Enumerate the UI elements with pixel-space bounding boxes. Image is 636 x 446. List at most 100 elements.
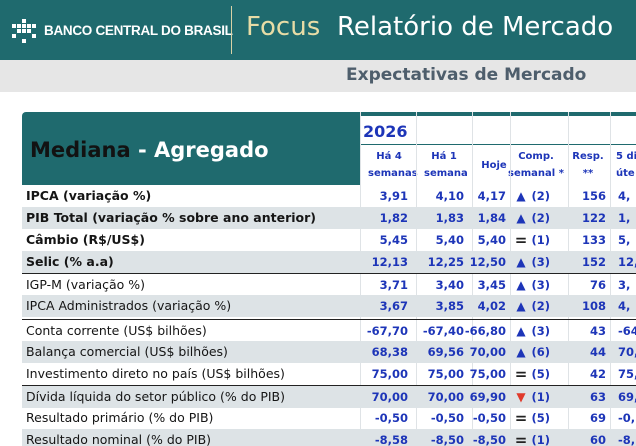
col-divider <box>510 112 511 446</box>
cell-ha4: 5,45 <box>379 233 408 247</box>
subtitle-bar: Expectativas de Mercado <box>0 60 636 92</box>
table-row[interactable]: Conta corrente (US$ bilhões) -67,70 -67,40… <box>22 319 636 342</box>
table-row[interactable]: Câmbio (R$/US$) 5,45 5,40 5,40 = (1) 133 5, <box>22 229 636 251</box>
col-divider <box>610 112 611 446</box>
cell-comp-count: (3) <box>531 278 550 292</box>
arrow-up-icon: ▲ <box>516 189 526 203</box>
bcb-logo[interactable]: BANCO CENTRAL DO BRASIL <box>10 15 233 45</box>
equal-icon: = <box>514 431 528 446</box>
year-underline <box>360 144 636 145</box>
col-hoje-header: Hoje <box>481 160 507 171</box>
cell-resp: 60 <box>589 433 606 446</box>
cell-resp: 43 <box>589 324 606 338</box>
arrow-up-icon: ▲ <box>516 345 526 359</box>
equal-icon: = <box>514 409 528 427</box>
row-label: IPCA (variação %) <box>26 188 152 203</box>
cell-ha1: 70,00 <box>427 390 464 404</box>
table-row[interactable]: Selic (% a.a) 12,13 12,25 12,50 ▲ (3) 152 12, <box>22 251 636 273</box>
cell-ha1: -0,50 <box>430 411 464 425</box>
table-row[interactable]: IPCA (variação %) 3,91 4,10 4,17 ▲ (2) 156 4, <box>22 185 636 207</box>
table-row[interactable]: IGP-M (variação %) 3,71 3,40 3,45 ▲ (3) 76 3, <box>22 273 636 296</box>
cell-ha1: -67,40 <box>422 324 464 338</box>
cell-5dias: 3, <box>618 278 631 292</box>
top-header: BANCO CENTRAL DO BRASIL Focus Relatório … <box>0 0 636 60</box>
row-label: Resultado primário (% do PIB) <box>26 410 214 425</box>
table-row[interactable]: IPCA Administrados (variação %) 3,67 3,85 4… <box>22 295 636 317</box>
cell-ha4: -0,50 <box>374 411 408 425</box>
col-divider <box>360 112 361 446</box>
page-subtitle: Expectativas de Mercado <box>346 65 587 85</box>
cell-ha4: -8,58 <box>374 433 408 446</box>
cell-ha1: 1,83 <box>435 211 464 225</box>
title-median: Mediana <box>30 138 131 162</box>
table-row[interactable]: Dívida líquida do setor público (% do PI… <box>22 385 636 408</box>
cell-comp-count: (3) <box>531 255 550 269</box>
cell-resp: 76 <box>589 278 606 292</box>
cell-resp: 63 <box>589 390 606 404</box>
row-label: Selic (% a.a) <box>26 254 114 269</box>
row-label: IPCA Administrados (variação %) <box>26 298 232 313</box>
cell-5dias: 12, <box>618 255 636 269</box>
row-label: Câmbio (R$/US$) <box>26 232 145 247</box>
row-label: Resultado nominal (% do PIB) <box>26 432 212 446</box>
cell-5dias: 1, <box>618 211 631 225</box>
report-title: Relatório de Mercado <box>337 12 614 42</box>
table-row[interactable]: PIB Total (variação % sobre ano anterior… <box>22 207 636 229</box>
table-row[interactable]: Investimento direto no país (US$ bilhões… <box>22 363 636 385</box>
product-name: Focus <box>246 12 321 42</box>
table-row[interactable]: Resultado nominal (% do PIB) -8,58 -8,50 -8… <box>22 429 636 446</box>
title-aggregate: Agregado <box>154 138 269 162</box>
bcb-logo-icon <box>12 19 36 43</box>
row-label: Dívida líquida do setor público (% do PI… <box>26 389 285 404</box>
expectations-table: Mediana - Agregado 2026 Há 4 semanas Há 1… <box>22 112 636 446</box>
cell-comp-count: (2) <box>531 189 550 203</box>
cell-ha4: 12,13 <box>371 255 408 269</box>
cell-resp: 44 <box>589 345 606 359</box>
cell-comp-count: (5) <box>531 367 550 381</box>
cell-hoje: 1,84 <box>477 211 506 225</box>
cell-comp-count: (5) <box>531 411 550 425</box>
cell-ha4: 75,00 <box>371 367 408 381</box>
cell-ha4: 68,38 <box>371 345 408 359</box>
cell-ha4: 70,00 <box>371 390 408 404</box>
row-label: Balança comercial (US$ bilhões) <box>26 344 228 359</box>
cell-hoje: -8,50 <box>472 433 506 446</box>
cell-comp-count: (2) <box>531 211 550 225</box>
cell-resp: 42 <box>589 367 606 381</box>
cell-hoje: -66,80 <box>464 324 506 338</box>
equal-icon: = <box>514 231 528 249</box>
cell-comp-count: (1) <box>531 433 550 446</box>
cell-ha1: 69,56 <box>427 345 464 359</box>
col-divider <box>416 112 417 446</box>
cell-5dias: 75, <box>618 367 636 381</box>
column-header-block <box>360 112 636 185</box>
table-row[interactable]: Resultado primário (% do PIB) -0,50 -0,50-… <box>22 407 636 429</box>
arrow-up-icon: ▲ <box>516 299 526 313</box>
col-comp-header: Comp. semanal * <box>508 151 564 179</box>
equal-icon: = <box>514 365 528 383</box>
cell-resp: 156 <box>581 189 606 203</box>
table-row[interactable]: Balança comercial (US$ bilhões) 68,38 69,5… <box>22 341 636 363</box>
arrow-down-icon: ▼ <box>516 390 526 404</box>
bank-name: BANCO CENTRAL DO BRASIL <box>44 22 233 38</box>
col-ha4-header: Há 4 semanas <box>368 151 418 179</box>
cell-hoje: -0,50 <box>472 411 506 425</box>
arrow-up-icon: ▲ <box>516 255 526 269</box>
cell-comp-count: (1) <box>531 233 550 247</box>
cell-ha4: 3,91 <box>379 189 408 203</box>
cell-comp-count: (3) <box>531 324 550 338</box>
cell-hoje: 70,00 <box>469 345 506 359</box>
row-label: Conta corrente (US$ bilhões) <box>26 323 207 338</box>
col-divider <box>472 112 473 446</box>
cell-ha1: 3,85 <box>435 299 464 313</box>
cell-resp: 69 <box>589 411 606 425</box>
cell-resp: 152 <box>581 255 606 269</box>
cell-ha1: 3,40 <box>435 278 464 292</box>
cell-5dias: 4, <box>618 189 631 203</box>
col-5dias-header: 5 di úte <box>616 151 636 179</box>
row-label: IGP-M (variação %) <box>26 277 146 292</box>
cell-comp-count: (2) <box>531 299 550 313</box>
cell-resp: 133 <box>581 233 606 247</box>
header-divider <box>231 6 232 54</box>
cell-ha4: -67,70 <box>366 324 408 338</box>
